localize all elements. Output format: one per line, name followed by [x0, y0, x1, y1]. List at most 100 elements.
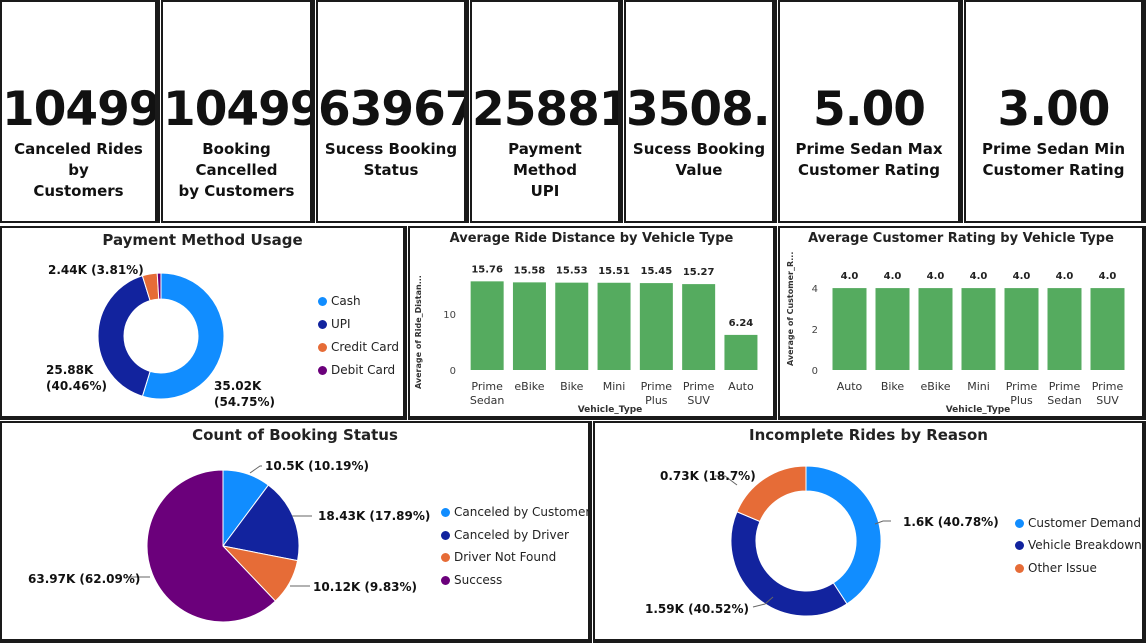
bar-value-label: 4.0 — [970, 271, 988, 282]
legend-label: Canceled by Customer — [454, 505, 591, 519]
bar-value-label: 15.76 — [471, 264, 503, 275]
data-label-canceled-by-driver: 18.43K (17.89%) — [318, 509, 431, 523]
bar-prime-sedan[interactable] — [470, 281, 504, 370]
legend-label: UPI — [331, 317, 351, 331]
legend-dot-icon — [318, 297, 327, 306]
legend-cash[interactable]: Cash — [318, 294, 361, 308]
bar-bike[interactable] — [555, 282, 589, 370]
bar-value-label: 15.58 — [514, 265, 546, 276]
x-tick-label: Prime — [1006, 380, 1038, 393]
bar-prime-sedan[interactable] — [1047, 288, 1082, 370]
bar-bike[interactable] — [875, 288, 910, 370]
bar-prime-plus[interactable] — [639, 283, 673, 370]
incomplete-rides-panel[interactable]: Incomplete Rides by Reason 1.6K (40.78%)… — [593, 421, 1146, 643]
bar-value-label: 4.0 — [884, 271, 902, 282]
leader-line — [249, 465, 262, 474]
slice-cash[interactable] — [141, 272, 225, 400]
legend-canceled-by-customer[interactable]: Canceled by Customer — [441, 505, 590, 519]
legend-dot-icon — [1015, 564, 1024, 573]
slice-canceled-by-driver[interactable] — [222, 484, 300, 562]
customer-rating-panel[interactable]: Average Customer Rating by Vehicle Type … — [778, 226, 1146, 420]
legend-driver-not-found[interactable]: Driver Not Found — [441, 550, 556, 564]
panel-title: Payment Method Usage — [102, 231, 303, 249]
bar-value-label: 15.27 — [683, 267, 715, 278]
bar-ebike[interactable] — [918, 288, 953, 370]
legend-dot-icon — [318, 366, 327, 375]
leader-line — [752, 596, 774, 608]
legend-dot-icon — [441, 508, 450, 517]
kpi-label: Prime Sedan Min Customer Rating — [981, 140, 1126, 179]
legend-vehicle-breakdown[interactable]: Vehicle Breakdown — [1015, 538, 1142, 552]
bar-value-label: 15.51 — [598, 266, 630, 277]
data-label-upi: 25.88K (40.46%) — [46, 363, 107, 393]
bar-value-label: 4.0 — [841, 271, 859, 282]
slice-upi[interactable] — [97, 275, 151, 397]
booking-status-pie-chart[interactable] — [0, 421, 592, 643]
kpi-label: Sucess Booking Value — [632, 140, 766, 179]
legend-dot-icon — [1015, 519, 1024, 528]
legend-dot-icon — [318, 343, 327, 352]
bar-auto[interactable] — [724, 334, 758, 370]
kpi-value: 25881 — [472, 82, 618, 137]
x-tick-label: eBike — [920, 380, 950, 393]
panel-title: Incomplete Rides by Reason — [749, 426, 988, 444]
kpi-booking-cancelled-by-customers[interactable]: 10499 Booking Cancelled by Customers — [161, 0, 315, 223]
legend-credit-card[interactable]: Credit Card — [318, 340, 399, 354]
bar-auto[interactable] — [832, 288, 867, 370]
incomplete-rides-donut-chart[interactable] — [593, 421, 1146, 643]
slice-customer-demand[interactable] — [805, 465, 882, 605]
x-tick-label: Mini — [967, 380, 990, 393]
x-tick-label: Prime — [1092, 380, 1124, 393]
booking-status-panel[interactable]: Count of Booking Status 10.5K (10.19%) 1… — [0, 421, 592, 643]
bar-ebike[interactable] — [512, 282, 546, 370]
kpi-prime-sedan-min-rating[interactable]: 3.00 Prime Sedan Min Customer Rating — [964, 0, 1146, 223]
payment-donut-chart[interactable] — [0, 226, 407, 420]
bar-mini[interactable] — [961, 288, 996, 370]
kpi-payment-method-upi[interactable]: 25881 Payment Method UPI — [470, 0, 623, 223]
kpi-success-booking-status[interactable]: 63967 Sucess Booking Status — [316, 0, 469, 223]
kpi-value: 3.00 — [997, 82, 1111, 137]
kpi-canceled-rides-by-customers[interactable]: 10499 Canceled Rides by Customers — [0, 0, 160, 223]
x-axis-title: Vehicle_Type — [578, 405, 643, 415]
legend-customer-demand[interactable]: Customer Demand — [1015, 516, 1141, 530]
bar-mini[interactable] — [597, 282, 631, 370]
x-tick-label: SUV — [1096, 394, 1119, 407]
bar-value-label: 6.24 — [729, 318, 754, 329]
slice-debit-card[interactable] — [156, 272, 162, 300]
x-tick-label: Bike — [560, 380, 584, 393]
x-tick-label: Sedan — [470, 394, 504, 407]
x-tick-label: Prime — [683, 380, 715, 393]
bar-value-label: 15.45 — [641, 266, 673, 277]
customer-rating-bar-chart[interactable]: Average of Customer_R... Vehicle_Type 0 2… — [778, 226, 1146, 420]
ride-distance-bar-chart[interactable]: Average of Ride_Distan... Vehicle_Type 0… — [408, 226, 777, 420]
data-label-cash: 35.02K (54.75%) — [214, 379, 275, 409]
ride-distance-panel[interactable]: Average Ride Distance by Vehicle Type Av… — [408, 226, 777, 420]
payment-method-panel[interactable]: Payment Method Usage 2.44K (3.81%) 25.88… — [0, 226, 407, 420]
bar-prime-suv[interactable] — [682, 284, 716, 370]
data-label-customer-demand: 1.6K (40.78%) — [903, 515, 999, 529]
y-tick-label: 0 — [812, 366, 818, 377]
legend-canceled-by-driver[interactable]: Canceled by Driver — [441, 528, 569, 542]
kpi-label: Payment Method UPI — [508, 140, 582, 200]
x-tick-label: Bike — [881, 380, 905, 393]
x-tick-label: Prime — [1049, 380, 1081, 393]
legend-other-issue[interactable]: Other Issue — [1015, 561, 1097, 575]
bar-prime-plus[interactable] — [1004, 288, 1039, 370]
x-tick-label: Prime — [641, 380, 673, 393]
legend-debit-card[interactable]: Debit Card — [318, 363, 395, 377]
kpi-value: 3508... — [626, 82, 772, 137]
slice-success[interactable] — [146, 469, 277, 623]
kpi-value: 5.00 — [813, 82, 926, 137]
panel-title: Average Customer Rating by Vehicle Type — [808, 231, 1114, 246]
legend-label: Debit Card — [331, 363, 396, 377]
legend-success[interactable]: Success — [441, 573, 502, 587]
legend-upi[interactable]: UPI — [318, 317, 351, 331]
legend-label: Customer Demand — [1028, 516, 1141, 530]
kpi-label: Canceled Rides by Customers — [14, 140, 143, 200]
slice-other-issue[interactable] — [736, 465, 807, 523]
kpi-prime-sedan-max-rating[interactable]: 5.00 Prime Sedan Max Customer Rating — [778, 0, 963, 223]
slice-vehicle-breakdown[interactable] — [730, 511, 848, 617]
bar-prime-suv[interactable] — [1090, 288, 1125, 370]
kpi-value: 63967 — [318, 82, 464, 137]
